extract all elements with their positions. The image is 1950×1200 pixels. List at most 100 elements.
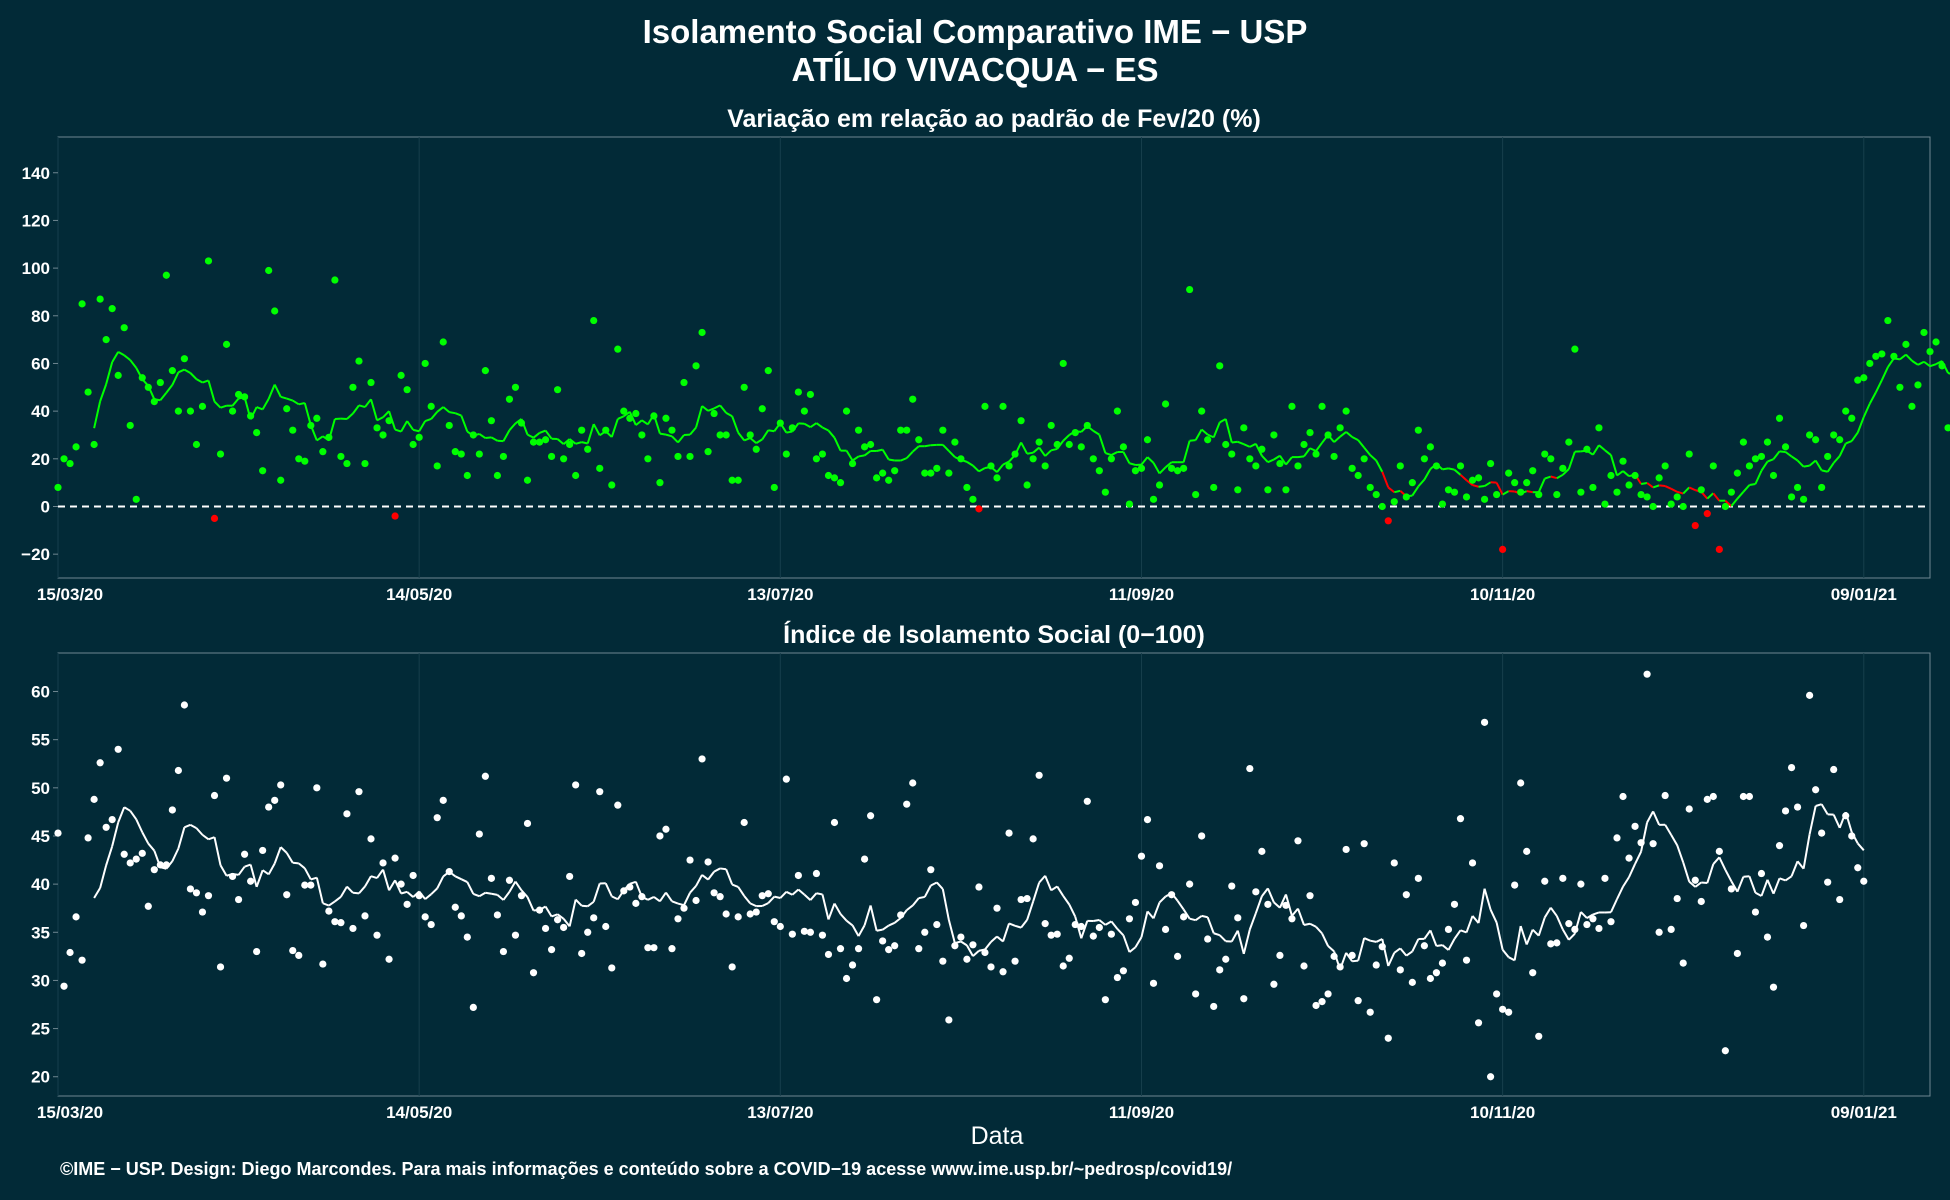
data-point-variacao xyxy=(764,367,772,375)
data-point-variacao xyxy=(475,450,483,458)
data-point-indice xyxy=(1216,966,1224,974)
moving-average-segment-indice xyxy=(743,895,751,905)
moving-average-segment-variacao xyxy=(220,404,227,409)
data-point-variacao xyxy=(1210,483,1218,492)
moving-average-segment-indice xyxy=(1303,922,1311,926)
moving-average-segment-indice xyxy=(1080,920,1089,939)
data-point-variacao xyxy=(1541,450,1549,458)
data-point-variacao xyxy=(794,388,802,396)
moving-average-segment-variacao xyxy=(821,426,829,432)
y-tick-label-variacao: 20 xyxy=(31,450,50,469)
data-point-variacao xyxy=(554,386,562,394)
data-point-indice xyxy=(939,957,947,965)
data-point-variacao xyxy=(891,467,899,475)
data-point-indice xyxy=(289,946,297,955)
moving-average-segment-variacao xyxy=(1044,449,1052,457)
moving-average-segment-indice xyxy=(707,871,715,881)
moving-average-segment-indice xyxy=(292,861,299,865)
moving-average-segment-indice xyxy=(653,896,661,903)
moving-average-segment-indice xyxy=(298,862,306,870)
data-point-variacao xyxy=(1890,352,1898,360)
moving-average-segment-variacao xyxy=(358,404,366,409)
y-tick-label-variacao: 100 xyxy=(22,259,50,278)
data-point-variacao xyxy=(1733,469,1741,477)
data-point-variacao xyxy=(668,426,676,434)
data-point-indice xyxy=(1727,885,1735,893)
moving-average-segment-indice xyxy=(1670,834,1679,846)
moving-average-segment-indice xyxy=(1399,947,1408,957)
moving-average-segment-variacao xyxy=(195,378,203,384)
data-point-variacao xyxy=(487,417,495,425)
data-point-variacao xyxy=(1372,490,1380,499)
moving-average-segment-variacao xyxy=(159,392,168,401)
data-point-indice xyxy=(313,784,321,792)
moving-average-segment-indice xyxy=(882,924,890,931)
data-point-variacao xyxy=(578,426,586,434)
moving-average-segment-indice xyxy=(1857,842,1865,851)
data-point-indice xyxy=(1559,874,1567,882)
data-point-indice xyxy=(505,876,514,884)
data-point-indice xyxy=(1685,805,1693,813)
moving-average-segment-indice xyxy=(285,852,294,864)
chart-indice: Índice de Isolamento Social (0−100) 15/03… xyxy=(31,620,1931,1150)
data-point-indice xyxy=(445,868,453,876)
moving-average-segment-indice xyxy=(1465,915,1474,933)
data-point-indice xyxy=(1812,786,1820,794)
moving-average-segment-variacao xyxy=(424,418,432,422)
moving-average-segment-indice xyxy=(562,918,571,927)
moving-average-segment-variacao xyxy=(1237,440,1245,446)
data-point-indice xyxy=(1023,894,1031,903)
moving-average-segment-indice xyxy=(436,875,445,889)
moving-average-segment-variacao xyxy=(261,398,270,410)
data-point-variacao xyxy=(1757,452,1766,461)
data-point-indice xyxy=(1252,888,1260,896)
moving-average-segment-indice xyxy=(123,806,131,812)
moving-average-segment-variacao xyxy=(1363,446,1371,456)
moving-average-segment-indice xyxy=(472,892,480,898)
data-point-variacao xyxy=(572,471,580,480)
data-point-variacao xyxy=(1330,452,1338,461)
data-point-variacao xyxy=(1366,483,1374,492)
data-point-indice xyxy=(1697,897,1705,906)
moving-average-segment-variacao xyxy=(508,422,517,431)
moving-average-segment-indice xyxy=(816,892,823,896)
data-point-variacao xyxy=(1276,459,1284,468)
data-point-variacao xyxy=(752,445,760,453)
data-point-variacao xyxy=(620,407,628,415)
data-point-variacao xyxy=(1866,359,1874,368)
data-point-variacao xyxy=(710,409,718,418)
data-point-indice xyxy=(1733,949,1741,958)
data-point-indice xyxy=(758,892,766,900)
moving-average-segment-indice xyxy=(1104,920,1112,926)
moving-average-segment-indice xyxy=(1495,922,1504,950)
data-point-indice xyxy=(126,859,134,867)
moving-average-segment-indice xyxy=(556,913,565,920)
data-point-indice xyxy=(854,945,863,953)
moving-average-segment-variacao xyxy=(851,455,860,462)
data-point-variacao xyxy=(1354,471,1362,480)
moving-average-segment-indice xyxy=(352,891,360,895)
moving-average-segment-indice xyxy=(574,898,583,907)
data-point-indice xyxy=(427,920,435,929)
data-point-variacao xyxy=(421,359,429,368)
data-point-variacao xyxy=(1041,462,1049,470)
data-point-indice xyxy=(1107,930,1115,938)
moving-average-segment-variacao xyxy=(346,412,354,420)
data-point-indice xyxy=(596,788,604,796)
moving-average-segment-indice xyxy=(1182,908,1191,920)
moving-average-segment-variacao xyxy=(881,449,890,461)
x-tick-label-indice: 10/11/20 xyxy=(1470,1103,1535,1122)
data-point-indice xyxy=(1125,915,1134,923)
data-point-variacao xyxy=(867,440,875,449)
data-point-indice xyxy=(156,861,164,869)
moving-average-segment-indice xyxy=(1093,919,1100,922)
moving-average-segment-indice xyxy=(1453,929,1462,940)
data-point-indice xyxy=(1806,691,1814,699)
data-point-variacao xyxy=(355,357,363,365)
data-point-variacao xyxy=(782,450,790,458)
moving-average-segment-variacao xyxy=(442,406,450,413)
data-point-indice xyxy=(325,907,333,915)
moving-average-segment-variacao xyxy=(1706,492,1714,500)
data-point-indice xyxy=(1408,978,1416,986)
data-point-indice xyxy=(782,775,790,783)
